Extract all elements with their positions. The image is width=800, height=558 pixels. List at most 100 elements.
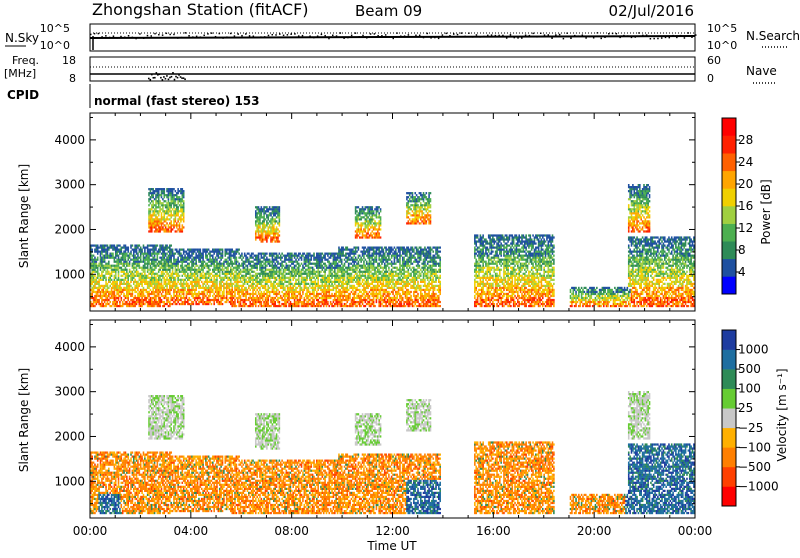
heatmap-cell bbox=[267, 305, 269, 307]
heatmap-cell bbox=[198, 249, 200, 251]
heatmap-cell bbox=[154, 293, 156, 295]
heatmap-cell bbox=[355, 208, 357, 210]
heatmap-cell bbox=[252, 257, 254, 259]
heatmap-cell bbox=[197, 285, 199, 287]
heatmap-cell bbox=[163, 259, 165, 261]
heatmap-cell bbox=[212, 249, 214, 251]
heatmap-cell bbox=[362, 281, 364, 283]
heatmap-cell bbox=[139, 244, 141, 246]
heatmap-cell bbox=[295, 301, 297, 303]
heatmap-cell bbox=[248, 273, 250, 275]
heatmap-cell bbox=[115, 281, 117, 283]
heatmap-cell bbox=[140, 273, 142, 275]
heatmap-cell bbox=[104, 269, 106, 271]
heatmap-cell bbox=[304, 301, 306, 303]
heatmap-cell bbox=[313, 305, 315, 307]
heatmap-cell bbox=[184, 255, 186, 257]
heatmap-cell bbox=[298, 265, 300, 267]
heatmap-cell bbox=[139, 279, 141, 281]
heatmap-cell bbox=[166, 253, 168, 255]
heatmap-cell bbox=[137, 297, 139, 299]
heatmap-cell bbox=[252, 261, 254, 263]
heatmap-cell bbox=[326, 285, 328, 287]
freq-scatter-dot bbox=[160, 77, 162, 79]
sky-dot bbox=[510, 34, 512, 36]
heatmap-cell bbox=[248, 259, 250, 261]
heatmap-cell bbox=[227, 253, 229, 255]
heatmap-cell bbox=[125, 273, 127, 275]
heatmap-cell bbox=[255, 273, 257, 275]
heatmap-cell bbox=[346, 261, 348, 263]
heatmap-cell bbox=[220, 299, 222, 301]
heatmap-cell bbox=[150, 188, 152, 190]
heatmap-cell bbox=[344, 305, 346, 307]
heatmap-cell bbox=[197, 251, 199, 253]
heatmap-cell bbox=[241, 289, 243, 291]
heatmap-cell bbox=[344, 291, 346, 293]
heatmap-cell bbox=[222, 279, 224, 281]
heatmap-cell bbox=[295, 303, 297, 305]
heatmap-cell bbox=[270, 208, 272, 210]
heatmap-cell bbox=[177, 291, 179, 293]
heatmap-cell bbox=[111, 257, 113, 259]
heatmap-cell bbox=[349, 255, 351, 257]
heatmap-cell bbox=[209, 261, 211, 263]
heatmap-cell bbox=[169, 269, 171, 271]
heatmap-cell bbox=[158, 192, 160, 194]
heatmap-cell bbox=[179, 228, 181, 230]
heatmap-cell bbox=[162, 271, 164, 273]
sky-dot bbox=[287, 34, 289, 36]
heatmap-cell bbox=[322, 303, 324, 305]
heatmap-cell bbox=[170, 220, 172, 222]
sky-dot bbox=[362, 35, 364, 37]
heatmap-cell bbox=[188, 259, 190, 261]
heatmap-cell bbox=[356, 275, 358, 277]
heatmap-cell bbox=[322, 269, 324, 271]
heatmap-cell bbox=[151, 249, 153, 251]
heatmap-cell bbox=[273, 285, 275, 287]
heatmap-cell bbox=[348, 257, 350, 259]
heatmap-cell bbox=[134, 251, 136, 253]
heatmap-cell bbox=[177, 224, 179, 226]
heatmap-cell bbox=[346, 283, 348, 285]
heatmap-cell bbox=[315, 289, 317, 291]
heatmap-cell bbox=[162, 301, 164, 303]
heatmap-cell bbox=[326, 297, 328, 299]
heatmap-cell bbox=[292, 289, 294, 291]
heatmap-cell bbox=[179, 283, 181, 285]
heatmap-cell bbox=[335, 289, 337, 291]
heatmap-cell bbox=[170, 285, 172, 287]
heatmap-cell bbox=[127, 273, 129, 275]
heatmap-cell bbox=[159, 200, 161, 202]
heatmap-cell bbox=[351, 253, 353, 255]
heatmap-cell bbox=[159, 210, 161, 212]
heatmap-cell bbox=[272, 263, 274, 265]
heatmap-cell bbox=[183, 279, 185, 281]
heatmap-cell bbox=[283, 277, 285, 279]
heatmap-cell bbox=[154, 263, 156, 265]
heatmap-cell bbox=[219, 253, 221, 255]
heatmap-cell bbox=[98, 301, 100, 303]
heatmap-cell bbox=[288, 267, 290, 269]
freq-scatter-dot bbox=[154, 77, 156, 79]
heatmap-cell bbox=[219, 267, 221, 269]
heatmap-cell bbox=[252, 299, 254, 301]
heatmap-cell bbox=[256, 279, 258, 281]
heatmap-cell bbox=[154, 218, 156, 220]
heatmap-cell bbox=[148, 204, 150, 206]
heatmap-cell bbox=[98, 275, 100, 277]
heatmap-cell bbox=[123, 273, 125, 275]
heatmap-cell bbox=[195, 253, 197, 255]
heatmap-cell bbox=[148, 295, 150, 297]
heatmap-cell bbox=[256, 218, 258, 220]
heatmap-cell bbox=[229, 279, 231, 281]
heatmap-cell bbox=[291, 291, 293, 293]
heatmap-cell bbox=[137, 281, 139, 283]
heatmap-cell bbox=[320, 263, 322, 265]
heatmap-cell bbox=[111, 291, 113, 293]
heatmap-cell bbox=[238, 281, 240, 283]
heatmap-cell bbox=[129, 263, 131, 265]
heatmap-cell bbox=[152, 289, 154, 291]
heatmap-cell bbox=[169, 261, 171, 263]
heatmap-cell bbox=[119, 249, 121, 251]
